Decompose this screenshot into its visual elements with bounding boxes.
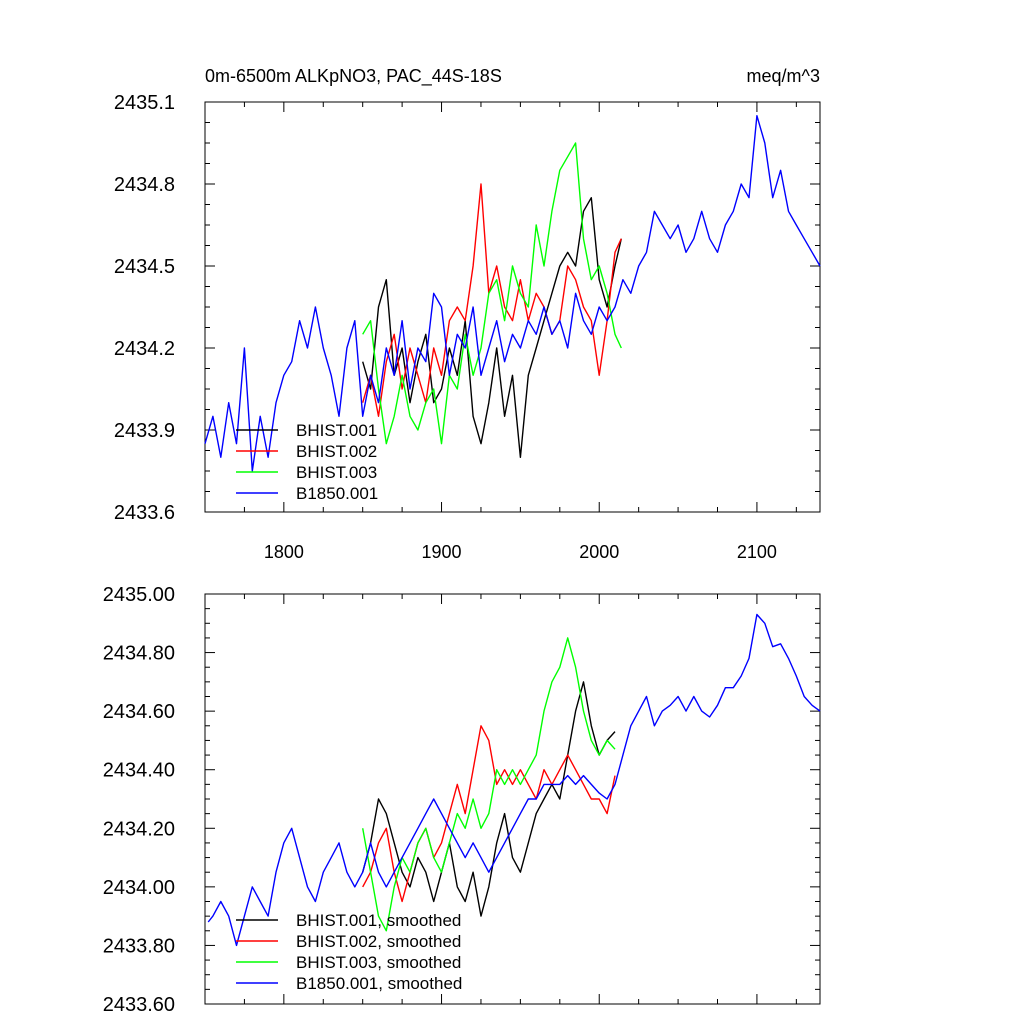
y-tick-label: 2435.1 [114, 92, 175, 114]
top-chart-title: 0m-6500m ALKpNO3, PAC_44S-18S [205, 66, 502, 87]
x-tick-label: 2000 [579, 542, 619, 562]
legend-label: BHIST.002, smoothed [296, 932, 461, 951]
y-tick-label: 2435.00 [103, 584, 175, 606]
x-tick-label: 1900 [422, 542, 462, 562]
bottom-panel: 2433.60 2433.80 2434.00 2434.20 2434.40 2434.… [103, 584, 821, 1016]
top-legend: BHIST.001 BHIST.002 BHIST.003 B1850.001 [236, 421, 378, 503]
y-tick-label: 2433.6 [114, 502, 175, 524]
bottom-lines [207, 613, 821, 947]
legend-label: B1850.001, smoothed [296, 974, 462, 993]
top-units-label: meq/m^3 [747, 66, 820, 86]
top-lines [204, 114, 821, 472]
legend-label: BHIST.001, smoothed [296, 911, 461, 930]
legend-label: BHIST.001 [296, 421, 377, 440]
y-tick-label: 2433.80 [103, 935, 175, 957]
y-tick-label: 2434.8 [114, 174, 175, 196]
y-tick-label: 2433.60 [103, 994, 175, 1016]
y-tick-label: 2434.2 [114, 338, 175, 360]
y-tick-label: 2434.00 [103, 877, 175, 899]
y-tick-label: 2433.9 [114, 420, 175, 442]
series-line [204, 114, 821, 472]
y-tick-label: 2434.5 [114, 256, 175, 278]
y-tick-label: 2434.20 [103, 818, 175, 840]
series-line [362, 725, 616, 903]
series-line [207, 613, 821, 947]
series-line [362, 637, 616, 932]
y-tick-label: 2434.60 [103, 701, 175, 723]
x-tick-label: 1800 [264, 542, 304, 562]
series-line [362, 142, 622, 445]
series-line [362, 183, 622, 417]
series-line [362, 196, 622, 458]
y-tick-label: 2434.40 [103, 760, 175, 782]
bottom-ticks: 2433.60 2433.80 2434.00 2434.20 2434.40 2434.… [103, 584, 820, 1016]
top-ticks: 1800 1900 2000 2100 2433.6 2433.9 2434.2 2434.5… [114, 92, 820, 562]
top-panel: 0m-6500m ALKpNO3, PAC_44S-18S meq/m^3 18… [114, 66, 821, 562]
x-tick-label: 2100 [737, 542, 777, 562]
y-tick-label: 2434.80 [103, 643, 175, 665]
legend-label: BHIST.003, smoothed [296, 953, 461, 972]
legend-label: B1850.001 [296, 484, 378, 503]
bottom-legend: BHIST.001, smoothed BHIST.002, smoothed BH… [236, 911, 462, 993]
series-line [362, 681, 616, 917]
legend-label: BHIST.002 [296, 442, 377, 461]
legend-label: BHIST.003 [296, 463, 377, 482]
